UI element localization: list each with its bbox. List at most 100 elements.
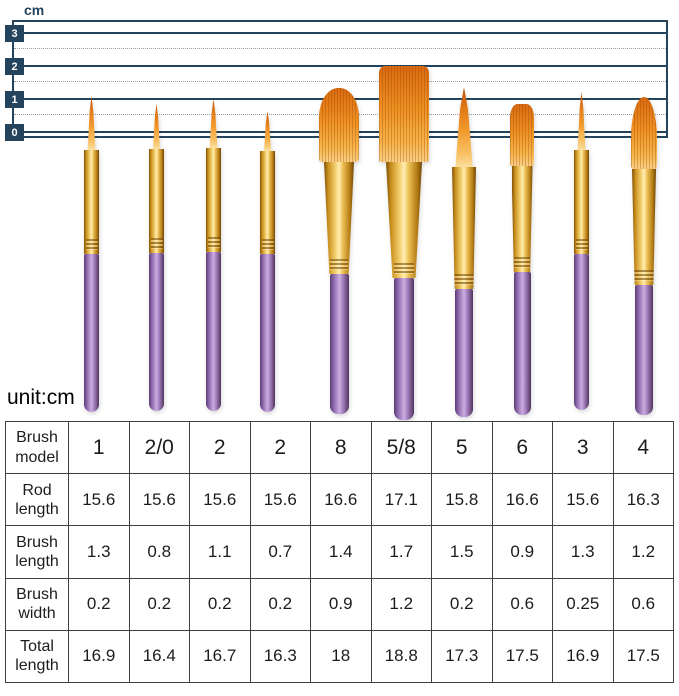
table-row: Brush width 0.2 0.2 0.2 0.2 0.9 1.2 0.2 0.6 0.25 0… [5,577,674,631]
ruler-halfline [14,81,666,82]
brush-handle [635,285,653,415]
brush-handle [149,253,164,411]
brush-handle [206,252,221,411]
row-label: Brush length [5,525,69,579]
ferrule [632,169,656,285]
table-row: Rod length 15.6 15.6 15.6 15.6 16.6 17.1 15.8 16… [5,473,674,527]
ruler-tick-1: 1 [5,91,24,108]
row-label: Total length [5,629,69,684]
measurement-table-body: Brush model 1 2/0 2 2 8 5/8 5 6 3 4 Rod length 15.6 1… [5,420,674,684]
ruler-tick-3: 3 [5,25,24,42]
brush-handle [455,289,473,417]
ferrule-crimp [207,237,220,248]
brush-handle [260,254,275,412]
table-cell: 0.8 [128,525,190,579]
table-cell: 5 [431,420,493,475]
ferrule-crimp [634,270,654,281]
ferrule [149,149,164,253]
table-cell: 16.9 [552,629,614,684]
table-cell: 16.4 [128,629,190,684]
table-cell: 18.8 [370,629,432,684]
ferrule [452,167,476,289]
row-label: Brush model [5,420,69,475]
table-cell: 18 [310,629,372,684]
ruler-unit-label: cm [24,2,45,18]
table-cell: 6 [491,420,553,475]
table-cell: 15.6 [189,473,251,527]
ferrule [386,162,422,278]
table-cell: 1.5 [431,525,493,579]
ferrule [84,150,99,254]
table-cell: 1.7 [370,525,432,579]
table-cell: 2 [249,420,311,475]
ferrule-crimp [393,263,415,274]
ruler-line: 2 [5,58,666,75]
table-cell: 16.7 [189,629,251,684]
table-cell: 1.3 [68,525,130,579]
table-cell: 16.9 [68,629,130,684]
table-cell: 1.1 [189,525,251,579]
brush-handle [513,272,531,415]
table-cell: 16.6 [491,473,553,527]
table-cell: 15.6 [68,473,130,527]
bristle-tip [577,92,586,150]
table-cell: 0.2 [189,577,251,631]
brush-2-round [206,99,221,411]
table-cell: 15.6 [552,473,614,527]
table-cell: 0.2 [249,577,311,631]
row-label: Rod length [5,473,69,527]
brush-4-filbert [631,97,657,415]
table-row: Brush model 1 2/0 2 2 8 5/8 5 6 3 4 [5,420,674,475]
ferrule-crimp [150,238,163,249]
brush-2-0-round [149,104,164,411]
table-cell: 16.3 [249,629,311,684]
table-cell: 1.2 [612,525,674,579]
brush-handle [329,274,349,414]
brush-handle [84,254,99,412]
table-row: Total length 16.9 16.4 16.7 16.3 18 18.8 17.3 17… [5,629,674,684]
ferrule-crimp [513,257,531,268]
bristle-tip [631,97,657,169]
table-row: Brush length 1.3 0.8 1.1 0.7 1.4 1.7 1.5 0.9 1.3 1… [5,525,674,579]
ferrule-crimp [454,274,474,285]
bristle-tip [153,104,160,149]
brush-handle [574,254,589,410]
bristle-tip [379,66,429,162]
bristle-tip [319,88,359,162]
table-cell: 15.6 [128,473,190,527]
table-cell: 0.2 [68,577,130,631]
bristle-tip [455,87,473,167]
bristle-tip [209,99,218,148]
table-cell: 17.5 [491,629,553,684]
table-cell: 17.5 [612,629,674,684]
table-cell: 15.6 [249,473,311,527]
table-cell: 0.2 [431,577,493,631]
table-cell: 0.9 [310,577,372,631]
bristle-tip [87,96,96,150]
brush-3-round [574,92,589,410]
ruler-tick-2: 2 [5,58,24,75]
bristle-tip [510,104,534,166]
brush-8-mop [319,88,359,414]
table-cell: 4 [612,420,674,475]
table-cell: 2/0 [128,420,190,475]
table-cell: 2 [189,420,251,475]
table-cell: 1 [68,420,130,475]
ferrule [324,162,354,274]
table-cell: 0.6 [612,577,674,631]
ferrule-crimp [85,239,98,250]
table-cell: 16.3 [612,473,674,527]
ferrule [260,151,275,254]
ferrule [511,166,533,272]
bristle-tip [264,111,271,151]
ferrule-crimp [330,259,348,270]
brush-1-round [84,96,99,412]
brush-6-flat [510,104,534,415]
table-cell: 17.3 [431,629,493,684]
unit-note: unit:cm [7,386,75,409]
ferrule-crimp [575,239,588,250]
table-cell: 1.4 [310,525,372,579]
brush-2b-round [260,111,275,412]
row-label: Brush width [5,577,69,631]
